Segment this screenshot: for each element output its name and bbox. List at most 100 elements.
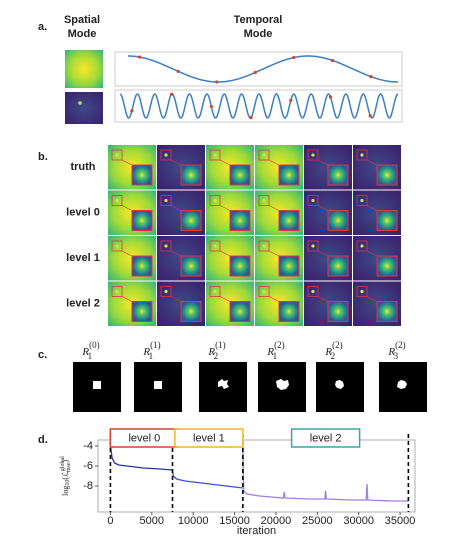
x-tick-label: 30000 [343,515,374,527]
x-tick-label: 20000 [261,515,292,527]
temporal-box [114,89,403,123]
zoom-box [111,149,123,161]
source-dot [115,244,119,248]
zoom-link [121,205,133,211]
zoom-inset [131,255,153,277]
sample-point [249,115,253,120]
zoom-box [160,149,172,161]
zoom-link [317,296,329,302]
zoom-inset [278,164,300,186]
temporal-title: Mode [244,28,273,40]
mask-sup: (2) [332,340,343,350]
mask-region [335,380,344,389]
zoom-inset [376,164,398,186]
zoom-inset [180,301,202,322]
row-label: level 2 [66,297,100,309]
zoom-box [209,195,221,206]
level-box-label: level 2 [310,432,342,444]
zoom-inset [327,210,349,231]
source-dot [262,198,266,203]
zoom-box [209,240,221,252]
y-tick-label: -8 [83,480,93,492]
zoom-inset [229,255,251,277]
zoom-inset [131,210,153,231]
zoom-inset [180,255,202,277]
mask-sub: 1 [149,351,154,361]
source-dot [115,153,119,157]
zoom-inset [229,301,251,322]
loss-curve [109,445,173,471]
zoom-link [268,296,280,302]
source-dot [311,244,315,248]
x-tick-label: 35000 [385,515,416,527]
zoom-box [160,286,172,297]
spatial-mode [65,50,103,88]
mask-base: R [324,346,332,358]
zoom-inset [131,301,153,322]
zoom-inset [327,255,349,277]
zoom-link [366,296,378,302]
mask-label: R(2) 3 [387,340,405,361]
zoom-inset [229,164,251,186]
zoom-link [121,159,133,166]
zoom-box [307,195,319,206]
zoom-box [111,286,123,297]
zoom-box [111,240,123,252]
mask-sub: 2 [331,351,336,361]
mask-base: R [207,346,215,358]
row-label: level 0 [66,206,100,218]
mask-label: R(2) 1 [266,340,284,361]
zoom-link [170,250,182,257]
mask-sub: 1 [273,351,278,361]
zoom-link [219,159,231,166]
zoom-link [219,296,231,302]
sample-point [330,58,335,63]
zoom-inset [229,210,251,231]
zoom-box [356,195,368,206]
source-dot [311,198,315,203]
source-dot [311,153,315,157]
sample-point [130,109,134,113]
zoom-inset [278,210,300,231]
mask-sup: (1) [150,340,161,350]
mask-sub: 3 [394,351,399,361]
y-label-part: log [61,486,70,496]
source-dot [164,289,168,294]
y-tick-label: -4 [83,440,93,452]
panel-label: d. [38,434,48,446]
zoom-box [258,195,270,206]
zoom-link [317,159,329,166]
source-dot [164,198,168,203]
y-tick-label: -6 [83,460,93,472]
zoom-box [111,195,123,206]
temporal-title: Temporal [234,14,283,26]
zoom-box [160,195,172,206]
x-tick-label: 0 [107,515,113,527]
mask-region [276,379,289,390]
panel-label: c. [38,349,47,361]
mask-base: R [266,346,274,358]
y-label-part: global [60,456,66,471]
panel-label: a. [38,21,47,33]
row-label: truth [70,161,95,173]
source-dot [360,198,364,203]
spatial-title: Spatial [64,14,100,26]
zoom-box [356,286,368,297]
zoom-link [170,159,182,166]
source-dot [213,153,217,157]
source-dot [311,289,315,294]
mask-label: R(2) 2 [324,340,342,361]
sample-point [289,98,293,102]
x-axis-label: iteration [237,525,276,537]
mask-region [218,379,229,389]
y-label-part: ) [61,459,70,462]
mask-base: R [142,346,150,358]
sample-point [137,55,142,59]
source-dot [115,198,119,203]
sample-point [170,92,174,96]
mask-label: R(1) 2 [207,340,225,361]
mask-sup: (1) [215,340,226,350]
source-dot [213,198,217,203]
zoom-link [219,250,231,257]
